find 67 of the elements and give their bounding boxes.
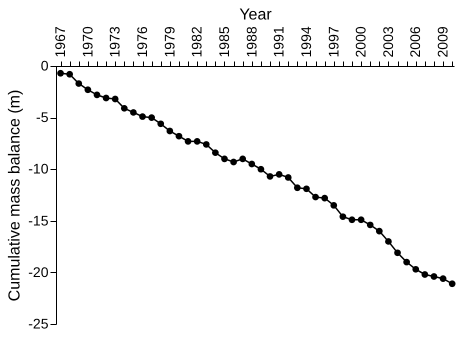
point: [303, 185, 310, 192]
x-tick-label: 1985: [216, 26, 232, 58]
y-tick-label: 0: [40, 58, 49, 74]
x-tick-label: 2006: [407, 26, 424, 58]
point: [376, 228, 383, 234]
y-tick-label: -20: [28, 264, 49, 280]
point: [266, 173, 274, 180]
point: [102, 94, 110, 102]
point: [284, 174, 292, 181]
point: [176, 132, 182, 140]
x-axis-title: Year: [239, 6, 272, 24]
point: [148, 114, 155, 121]
point: [184, 138, 192, 145]
y-tick-label: -25: [28, 316, 49, 332]
point: [276, 171, 282, 178]
point: [66, 70, 74, 78]
point: [321, 194, 328, 202]
point: [385, 238, 392, 245]
x-tick-label: 1967: [52, 26, 68, 58]
x-tick-label: 2003: [380, 26, 396, 58]
point: [422, 271, 428, 278]
point: [166, 128, 174, 134]
point: [348, 216, 356, 224]
y-axis-title: Cumulative mass balance (m): [6, 90, 24, 302]
point: [202, 141, 210, 148]
point: [440, 275, 446, 282]
y-tick-label: -10: [28, 160, 49, 177]
x-tick-label: 1994: [298, 26, 314, 58]
point: [94, 92, 100, 98]
point: [394, 249, 401, 256]
point: [403, 258, 410, 266]
x-tick-label: 1991: [270, 26, 287, 58]
y-tick-label: -5: [36, 109, 49, 126]
point: [230, 158, 237, 166]
point: [139, 113, 146, 120]
point: [239, 156, 246, 162]
x-tick-label: 2009: [434, 26, 451, 58]
x-tick-label: 1979: [161, 26, 178, 58]
point: [258, 166, 264, 173]
x-tick-label: 1973: [106, 26, 123, 58]
point: [330, 202, 338, 209]
point: [194, 138, 201, 145]
point: [212, 149, 219, 156]
point: [57, 70, 64, 77]
x-tick-label: 1976: [134, 26, 150, 58]
x-tick-label: 1988: [243, 26, 260, 58]
point: [221, 156, 228, 162]
point: [448, 280, 456, 288]
point: [412, 266, 420, 273]
x-tick-label: 1982: [188, 26, 205, 58]
point: [294, 184, 301, 192]
x-tick-label: 1997: [325, 26, 342, 58]
point: [430, 273, 438, 280]
point: [366, 222, 374, 228]
point: [75, 80, 82, 87]
point: [84, 86, 92, 94]
point: [312, 194, 319, 200]
y-tick-label: -15: [28, 212, 49, 228]
point: [340, 213, 346, 220]
point: [112, 96, 119, 102]
point: [358, 216, 364, 224]
point: [157, 120, 164, 128]
x-tick-label: 1970: [79, 26, 96, 58]
point: [130, 109, 137, 116]
point: [120, 104, 128, 112]
x-tick-label: 2000: [352, 26, 369, 58]
point: [248, 160, 256, 168]
